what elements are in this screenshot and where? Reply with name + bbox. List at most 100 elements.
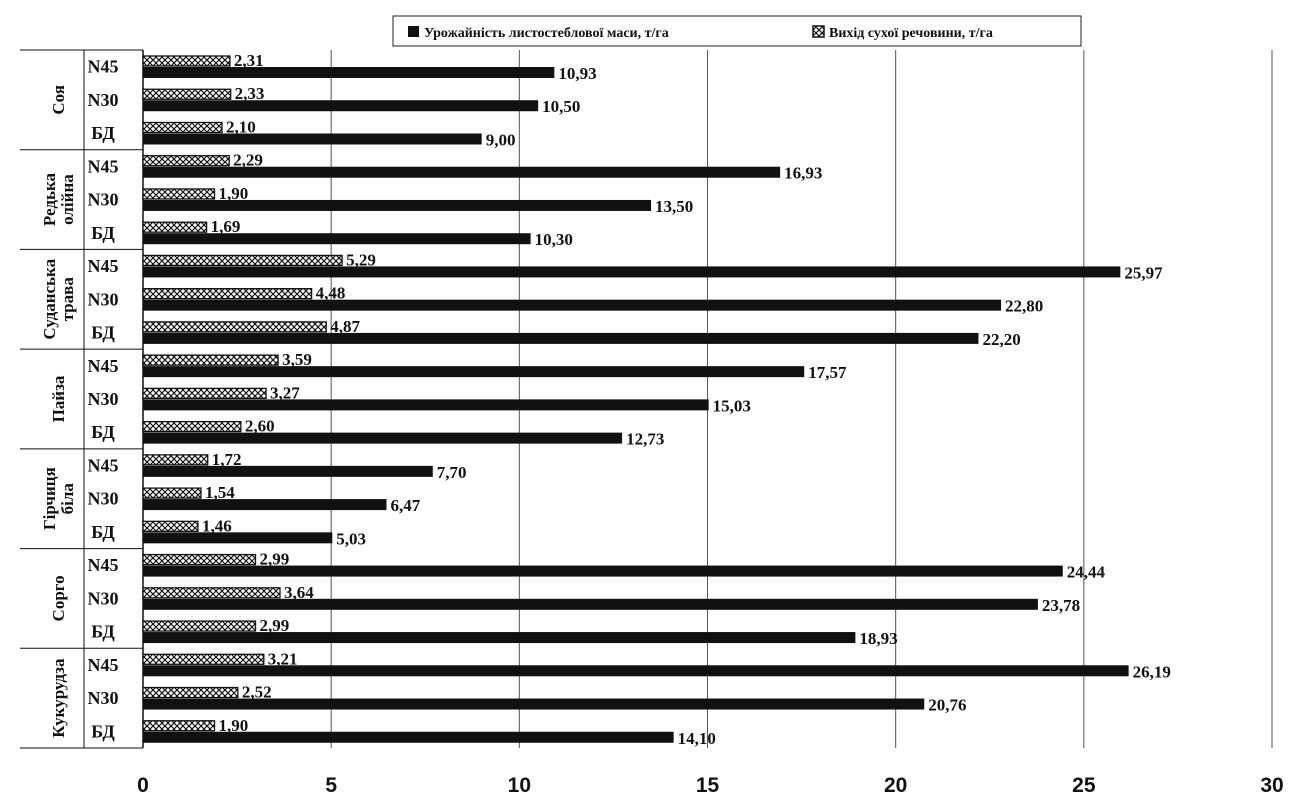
x-tick-label: 25 <box>1072 774 1096 797</box>
x-tick-label: 10 <box>508 774 531 797</box>
data-label-dry-matter: 1,69 <box>211 217 241 236</box>
data-label-yield: 18,93 <box>859 629 897 648</box>
category-label: Сорго <box>49 575 68 621</box>
bar-yield <box>143 366 805 378</box>
bar-yield <box>143 399 709 411</box>
bar-yield <box>143 133 482 145</box>
bar-dry-matter <box>142 520 199 532</box>
data-label-yield: 23,78 <box>1042 596 1080 615</box>
bar-yield <box>143 465 433 477</box>
bar-dry-matter <box>142 155 230 167</box>
data-label-dry-matter: 5,29 <box>346 250 376 269</box>
data-label-dry-matter: 2,33 <box>235 84 265 103</box>
subcategory-label: N45 <box>88 256 119 276</box>
bar-yield <box>143 665 1129 677</box>
category-label: Редькаолійна <box>40 173 77 227</box>
data-label-yield: 20,76 <box>928 696 966 715</box>
bar-yield <box>143 565 1063 577</box>
bar-dry-matter <box>142 288 313 300</box>
data-label-dry-matter: 3,21 <box>268 649 298 668</box>
data-label-yield: 22,80 <box>1005 297 1043 316</box>
data-label-dry-matter: 2,10 <box>226 117 256 136</box>
x-tick-label: 20 <box>884 774 907 797</box>
bar-dry-matter <box>142 487 202 499</box>
subcategory-label: N30 <box>88 190 119 210</box>
data-label-yield: 26,19 <box>1133 662 1171 681</box>
data-label-yield: 17,57 <box>808 363 847 382</box>
legend: Урожайність листостеблової маси, т/га Ви… <box>392 15 1082 47</box>
subcategory-label: N45 <box>88 156 119 176</box>
data-label-dry-matter: 1,90 <box>219 716 249 735</box>
bar-yield <box>143 67 555 78</box>
chart-marks: 2,31 10,93 2,33 10,50 2,10 9,00 2,29 16,93 1,90 1… <box>142 51 1171 748</box>
data-label-dry-matter: 1,72 <box>212 450 242 469</box>
subcategory-label: N30 <box>88 389 119 409</box>
axes: 0 5 10 15 20 25 30 Соя N45 N30 БД Редькаолійна N45 N3… <box>20 49 1284 797</box>
bar-dry-matter <box>142 720 216 732</box>
bar-yield <box>143 332 979 344</box>
bar-dry-matter <box>142 387 267 400</box>
data-label-yield: 12,73 <box>626 430 664 449</box>
category-label: Суданськатрава <box>40 258 77 339</box>
x-tick-label: 15 <box>696 774 720 797</box>
data-label-yield: 22,20 <box>982 330 1020 349</box>
subcategory-label: БД <box>91 522 115 542</box>
bar-yield <box>143 731 674 743</box>
data-label-yield: 10,30 <box>535 230 573 249</box>
data-label-dry-matter: 2,29 <box>233 151 263 170</box>
bar-dry-matter <box>142 188 216 200</box>
legend-label-dry: Вихід сухої речовини, т/га <box>829 26 993 41</box>
category-label: Гірчицябіла <box>40 467 77 530</box>
bar-yield <box>143 499 387 511</box>
data-label-dry-matter: 3,59 <box>282 350 312 369</box>
subcategory-label: БД <box>91 622 115 642</box>
bar-dry-matter <box>142 88 232 100</box>
bar-yield <box>143 100 539 112</box>
subcategory-label: БД <box>91 223 115 243</box>
bar-yield <box>143 532 333 544</box>
subcategory-label: N45 <box>88 655 119 675</box>
data-label-dry-matter: 2,99 <box>260 550 290 569</box>
subcategory-label: N45 <box>88 57 119 77</box>
data-label-dry-matter: 2,31 <box>234 51 264 70</box>
data-label-yield: 5,03 <box>336 529 366 548</box>
category-label: Кукурудза <box>49 658 68 738</box>
subcategory-label: БД <box>91 123 115 143</box>
data-label-yield: 24,44 <box>1067 563 1106 582</box>
data-label-yield: 25,97 <box>1124 263 1163 282</box>
data-label-dry-matter: 1,90 <box>219 184 249 203</box>
subcategory-label: БД <box>91 323 115 343</box>
bar-yield <box>143 233 531 245</box>
bar-yield <box>143 166 781 178</box>
subcategory-label: БД <box>91 422 115 442</box>
data-label-yield: 10,93 <box>558 64 596 83</box>
data-label-dry-matter: 1,46 <box>202 516 232 535</box>
data-label-yield: 14,10 <box>678 729 716 748</box>
subcategory-label: N30 <box>88 289 119 309</box>
data-label-yield: 10,50 <box>542 97 580 116</box>
bar-yield <box>143 598 1038 610</box>
bar-yield <box>143 698 925 710</box>
bar-yield <box>143 199 652 211</box>
legend-box <box>392 15 1082 47</box>
bar-dry-matter <box>142 686 239 699</box>
legend-swatch-dry <box>812 25 825 38</box>
data-label-dry-matter: 4,48 <box>316 284 346 303</box>
data-label-yield: 9,00 <box>486 130 516 149</box>
data-label-dry-matter: 4,87 <box>330 317 360 336</box>
bar-dry-matter <box>142 354 279 366</box>
bar-yield <box>143 299 1002 311</box>
bar-yield <box>143 432 623 444</box>
subcategory-label: N30 <box>88 489 119 509</box>
subcategory-label: БД <box>91 721 115 741</box>
legend-swatch-yield <box>408 26 419 37</box>
bar-dry-matter <box>142 454 209 466</box>
gridlines <box>330 50 1273 748</box>
data-label-dry-matter: 1,54 <box>205 483 235 502</box>
bar-dry-matter <box>142 121 223 134</box>
data-label-yield: 16,93 <box>784 164 822 183</box>
bar-dry-matter <box>142 420 242 433</box>
data-label-yield: 15,03 <box>713 396 751 415</box>
bar-dry-matter <box>142 55 231 67</box>
bar-dry-matter <box>142 321 327 333</box>
